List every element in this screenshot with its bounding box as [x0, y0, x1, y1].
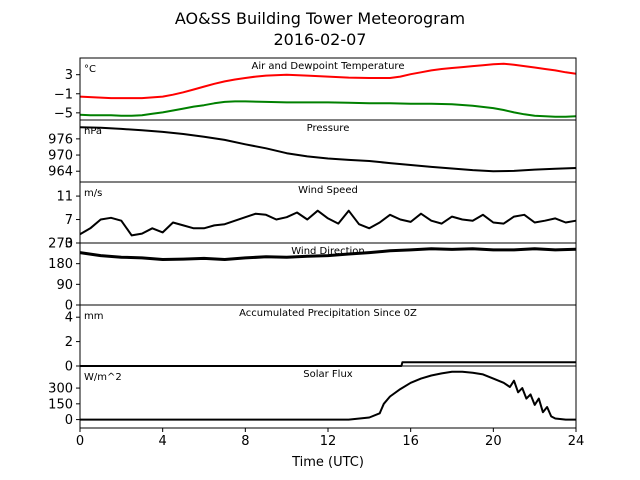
- series-line: [79, 100, 577, 118]
- panel-title: Accumulated Precipitation Since 0Z: [239, 308, 417, 319]
- x-tick-label: 4: [159, 434, 167, 449]
- x-axis-label: Time (UTC): [291, 455, 364, 470]
- panel-unit: W/m^2: [84, 372, 122, 383]
- y-tick-label: 0: [65, 360, 73, 375]
- panel-title: Air and Dewpoint Temperature: [252, 61, 405, 72]
- y-tick-label: 180: [48, 257, 73, 272]
- panel-unit: °C: [84, 64, 96, 75]
- y-tick-label: 3: [65, 237, 73, 252]
- y-tick-label: −1: [54, 87, 73, 102]
- y-tick-label: 2: [65, 335, 73, 350]
- panel: 270 180 90 0 Wind Direction: [48, 237, 577, 314]
- panel-title: Wind Direction: [291, 246, 365, 257]
- y-tick-label: 3: [65, 68, 73, 83]
- panel: 3 −1 −5 Air and Dewpoint Temperature °C: [54, 57, 577, 121]
- panel: 11 7 3 Wind Speed m/s: [56, 181, 577, 252]
- panel-unit: hPa: [84, 126, 102, 137]
- figure-title: AO&SS Building Tower Meteorogram: [175, 9, 465, 28]
- x-tick-label: 16: [402, 434, 419, 449]
- panel-unit: m/s: [84, 188, 102, 199]
- y-tick-label: 970: [48, 149, 73, 164]
- y-tick-label: 964: [48, 165, 73, 180]
- figure-subtitle: 2016-02-07: [274, 30, 367, 49]
- y-tick-label: 11: [56, 190, 73, 205]
- y-tick-label: 976: [48, 132, 73, 147]
- series-line: [79, 247, 577, 261]
- panel: 4 2 0 Accumulated Precipitation Since 0Z mm: [65, 304, 577, 375]
- x-tick-label: 8: [241, 434, 249, 449]
- series-line: [80, 361, 576, 367]
- y-tick-label: −5: [54, 106, 73, 121]
- y-tick-label: 4: [65, 311, 73, 326]
- y-tick-label: 0: [65, 413, 73, 428]
- panel-title: Wind Speed: [298, 185, 358, 196]
- x-tick-label: 20: [485, 434, 502, 449]
- panel-title: Solar Flux: [303, 369, 353, 380]
- y-tick-label: 300: [48, 382, 73, 397]
- x-tick-label: 24: [568, 434, 585, 449]
- x-tick-label: 12: [320, 434, 337, 449]
- series-line: [80, 370, 576, 421]
- x-tick-label: 0: [76, 434, 84, 449]
- panel-unit: mm: [84, 311, 103, 322]
- series-line: [79, 62, 577, 100]
- panel-title: Pressure: [307, 123, 350, 134]
- x-axis: 0 4 8 12 16 20 24: [76, 428, 584, 449]
- y-tick-label: 90: [56, 278, 73, 293]
- y-tick-label: 150: [48, 397, 73, 412]
- y-tick-label: 0: [65, 299, 73, 314]
- series-line: [79, 126, 577, 173]
- y-tick-label: 7: [65, 213, 73, 228]
- series-line: [79, 209, 577, 237]
- y-tick-label: 270: [48, 237, 73, 252]
